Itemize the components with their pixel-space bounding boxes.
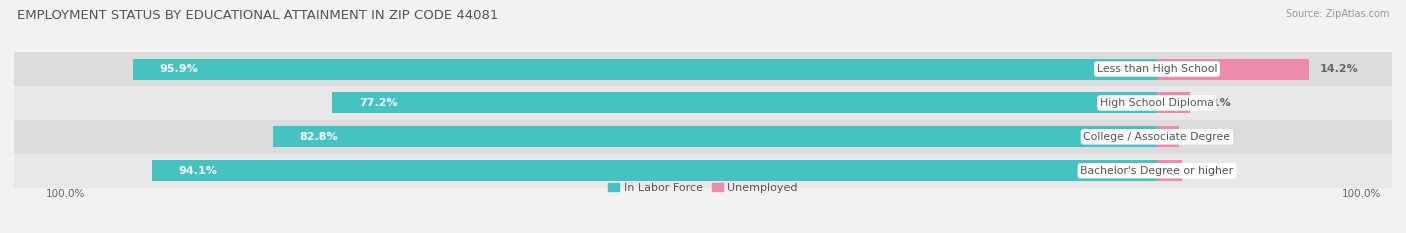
Bar	[132, 58, 1157, 79]
Text: 94.1%: 94.1%	[179, 166, 218, 176]
Text: 95.9%: 95.9%	[159, 64, 198, 74]
Bar	[14, 120, 1392, 154]
Text: 3.1%: 3.1%	[1201, 98, 1232, 108]
Bar	[14, 86, 1392, 120]
Bar	[1157, 93, 1189, 113]
Text: High School Diploma: High School Diploma	[1099, 98, 1213, 108]
Text: 77.2%: 77.2%	[359, 98, 398, 108]
Text: 2.1%: 2.1%	[1189, 132, 1220, 142]
Bar	[1157, 160, 1181, 181]
Text: Bachelor's Degree or higher: Bachelor's Degree or higher	[1080, 166, 1233, 176]
Bar	[14, 52, 1392, 86]
Text: 100.0%: 100.0%	[1341, 189, 1381, 199]
Text: 2.3%: 2.3%	[1192, 166, 1223, 176]
Bar	[273, 126, 1157, 147]
Text: Source: ZipAtlas.com: Source: ZipAtlas.com	[1285, 9, 1389, 19]
Text: 82.8%: 82.8%	[299, 132, 337, 142]
Text: Less than High School: Less than High School	[1097, 64, 1218, 74]
Bar	[1157, 126, 1180, 147]
Text: 100.0%: 100.0%	[46, 189, 86, 199]
Bar	[1157, 58, 1309, 79]
Text: EMPLOYMENT STATUS BY EDUCATIONAL ATTAINMENT IN ZIP CODE 44081: EMPLOYMENT STATUS BY EDUCATIONAL ATTAINM…	[17, 9, 498, 22]
Legend: In Labor Force, Unemployed: In Labor Force, Unemployed	[603, 178, 803, 197]
Bar	[332, 93, 1157, 113]
Bar	[14, 154, 1392, 188]
Text: College / Associate Degree: College / Associate Degree	[1084, 132, 1230, 142]
Bar	[152, 160, 1157, 181]
Text: 14.2%: 14.2%	[1319, 64, 1358, 74]
